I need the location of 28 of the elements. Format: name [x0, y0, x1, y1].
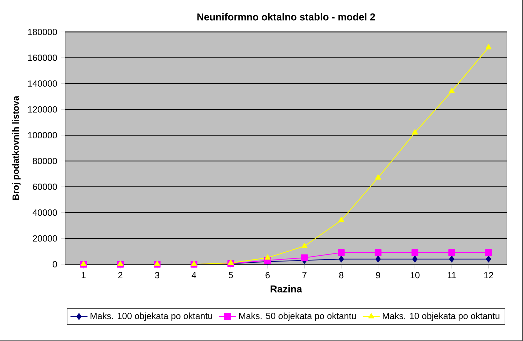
x-tick-label: 8	[339, 272, 344, 279]
y-axis-title: Broj podatkovnih listova	[12, 96, 21, 200]
y-tick-label: 160000	[28, 54, 58, 62]
x-tick-label: 7	[302, 272, 307, 278]
y-tick-label: 100000	[28, 132, 58, 139]
x-tick-label: 9	[376, 272, 380, 279]
y-tick-label: 80000	[33, 158, 58, 164]
legend-label: Maks. 100 objekata po oktantu	[90, 312, 212, 322]
x-tick-label: 12	[484, 272, 494, 278]
x-tick-label: 3	[155, 272, 160, 279]
legend-label: Maks. 10 objekata po oktantu	[383, 312, 500, 322]
y-tick-label: 40000	[32, 210, 58, 216]
y-tick-label: 20000	[33, 235, 58, 242]
x-axis-title: Razina	[270, 285, 302, 293]
x-tick-label: 6	[266, 272, 270, 279]
y-tick-label: 0	[52, 261, 58, 268]
x-tick-label: 5	[228, 272, 234, 278]
x-tick-label: 4	[192, 272, 196, 278]
legend-label: Maks. 50 objekata po oktantu	[239, 312, 356, 322]
chart-title: Neuniformno oktalno stablo - model 2	[198, 13, 376, 21]
x-tick-label: 2	[118, 272, 123, 278]
x-tick-label: 1	[82, 272, 86, 278]
y-tick-label: 60000	[33, 184, 58, 190]
y-tick-label: 120000	[28, 106, 58, 113]
x-tick-label: 10	[410, 272, 420, 279]
y-tick-label: 180000	[28, 28, 58, 36]
y-tick-label: 140000	[28, 80, 58, 87]
x-tick-label: 11	[448, 272, 456, 278]
